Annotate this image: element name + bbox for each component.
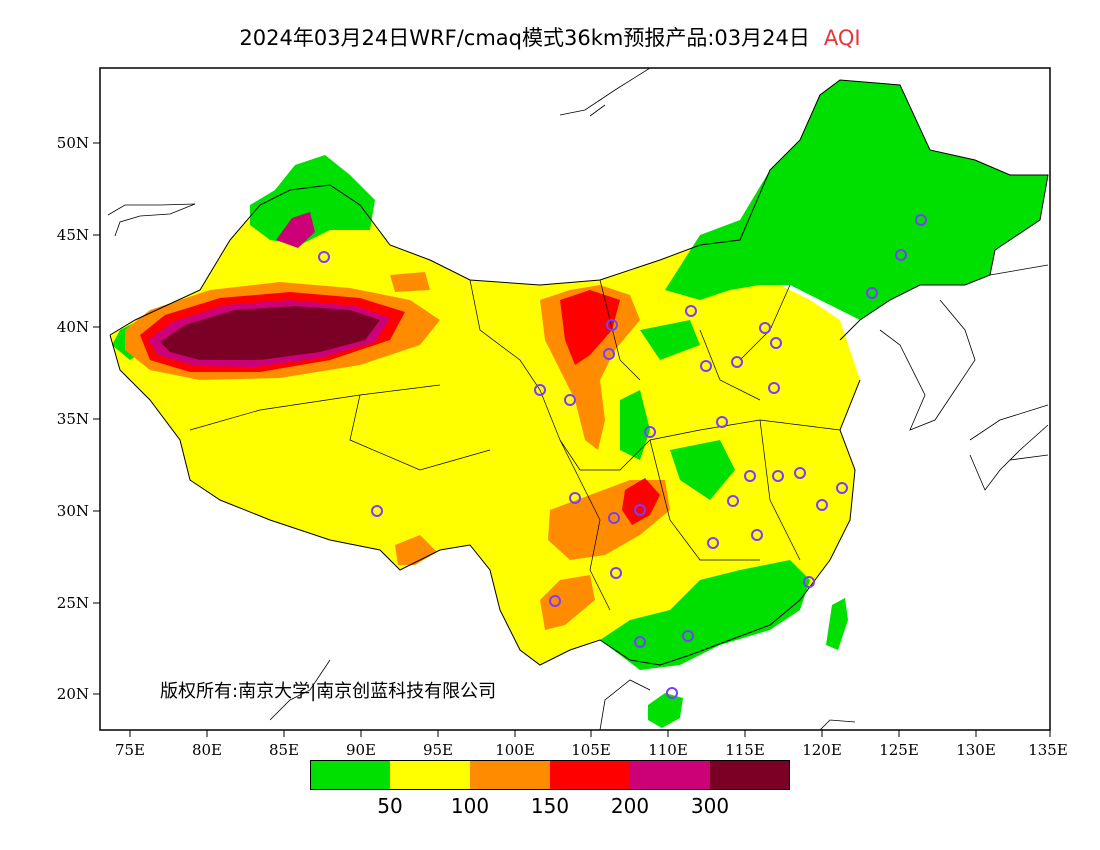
lon-tick-label: 80E — [192, 741, 222, 759]
station-marker — [564, 394, 576, 406]
station-marker — [608, 512, 620, 524]
region-good-taiwan — [826, 598, 848, 650]
region-good-northwest — [250, 155, 375, 245]
title-text: 2024年03月24日WRF/cmaq模式36km预报产品:03月24日 — [239, 26, 810, 50]
station-marker — [866, 287, 878, 299]
station-marker — [634, 504, 646, 516]
lon-axis: 75E 80E 85E 90E 95E 100E 105E 110E 115E … — [115, 730, 1068, 759]
station-marker — [549, 595, 561, 607]
lat-tick-label: 50N — [57, 134, 89, 152]
station-marker — [634, 636, 646, 648]
lat-tick-label: 25N — [57, 594, 89, 612]
region-good-central — [112, 320, 735, 500]
lon-tick-label: 85E — [269, 741, 299, 759]
lon-tick-label: 95E — [423, 741, 453, 759]
station-marker — [318, 251, 330, 263]
lon-tick-label: 75E — [115, 741, 145, 759]
region-usg-south — [390, 272, 595, 630]
legend-label: 50 — [377, 794, 403, 818]
station-marker — [606, 319, 618, 331]
region-good-northeast — [665, 80, 1048, 320]
station-marker — [803, 576, 815, 588]
station-marker — [716, 416, 728, 428]
northern-coastline — [107, 68, 651, 237]
map-field — [107, 68, 1049, 730]
lat-tick-label: 35N — [57, 410, 89, 428]
lon-tick-label: 125E — [879, 741, 919, 759]
legend-label: 100 — [450, 794, 490, 818]
legend-swatch-moderate — [390, 760, 470, 790]
station-marker — [816, 499, 828, 511]
station-marker — [772, 470, 784, 482]
legend-swatch-usg — [470, 760, 550, 790]
station-marker — [794, 467, 806, 479]
station-marker — [915, 214, 927, 226]
title-variable: AQI — [823, 26, 861, 50]
lat-tick-label: 40N — [57, 318, 89, 336]
station-marker — [707, 537, 719, 549]
legend-label: 300 — [690, 794, 730, 818]
lon-tick-label: 130E — [956, 741, 996, 759]
copyright-text: 版权所有:南京大学|南京创蓝科技有限公司 — [160, 681, 496, 702]
station-marker — [644, 426, 656, 438]
legend-swatch-good — [310, 760, 390, 790]
lon-tick-label: 115E — [725, 741, 765, 759]
lat-tick-label: 20N — [57, 685, 89, 703]
region-good-south — [600, 560, 810, 670]
lon-tick-label: 90E — [346, 741, 376, 759]
korea-japan-coast — [879, 264, 1049, 491]
lon-tick-label: 120E — [802, 741, 842, 759]
station-marker — [731, 356, 743, 368]
region-good-hainan — [648, 693, 683, 728]
lon-tick-label: 110E — [648, 741, 688, 759]
region-very-unhealthy-dzungaria — [276, 212, 315, 248]
station-marker — [768, 382, 780, 394]
lon-tick-label: 105E — [571, 741, 611, 759]
lon-tick-label: 100E — [495, 741, 535, 759]
legend-swatch-very-unhealthy — [630, 760, 710, 790]
region-hazardous-tarim — [160, 306, 380, 360]
legend-swatch-hazardous — [710, 760, 790, 790]
station-marker — [685, 305, 697, 317]
region-unhealthy-loess — [560, 290, 620, 365]
station-marker — [836, 482, 848, 494]
station-marker — [744, 470, 756, 482]
station-markers — [318, 214, 927, 699]
map-frame — [99, 67, 1051, 731]
station-marker — [534, 384, 546, 396]
lon-tick-label: 135E — [1028, 741, 1068, 759]
station-marker — [751, 529, 763, 541]
station-marker — [727, 495, 739, 507]
station-marker — [895, 249, 907, 261]
station-marker — [770, 337, 782, 349]
legend-label: 200 — [610, 794, 650, 818]
lat-axis: 20N 25N 30N 35N 40N 45N 50N — [57, 134, 100, 703]
station-marker — [759, 322, 771, 334]
station-marker — [371, 505, 383, 517]
province-borders — [189, 279, 841, 611]
station-marker — [569, 492, 581, 504]
station-marker — [610, 567, 622, 579]
legend-label: 150 — [530, 794, 570, 818]
station-marker — [700, 360, 712, 372]
map-title: 2024年03月24日WRF/cmaq模式36km预报产品:03月24日 AQI — [0, 22, 1100, 52]
lat-tick-label: 30N — [57, 502, 89, 520]
lat-tick-label: 45N — [57, 226, 89, 244]
station-marker — [603, 348, 615, 360]
legend-swatch-unhealthy — [550, 760, 630, 790]
southeast-asia-coast — [269, 659, 856, 730]
region-unhealthy-sichuan — [622, 478, 660, 525]
station-marker — [682, 630, 694, 642]
station-marker — [666, 687, 678, 699]
